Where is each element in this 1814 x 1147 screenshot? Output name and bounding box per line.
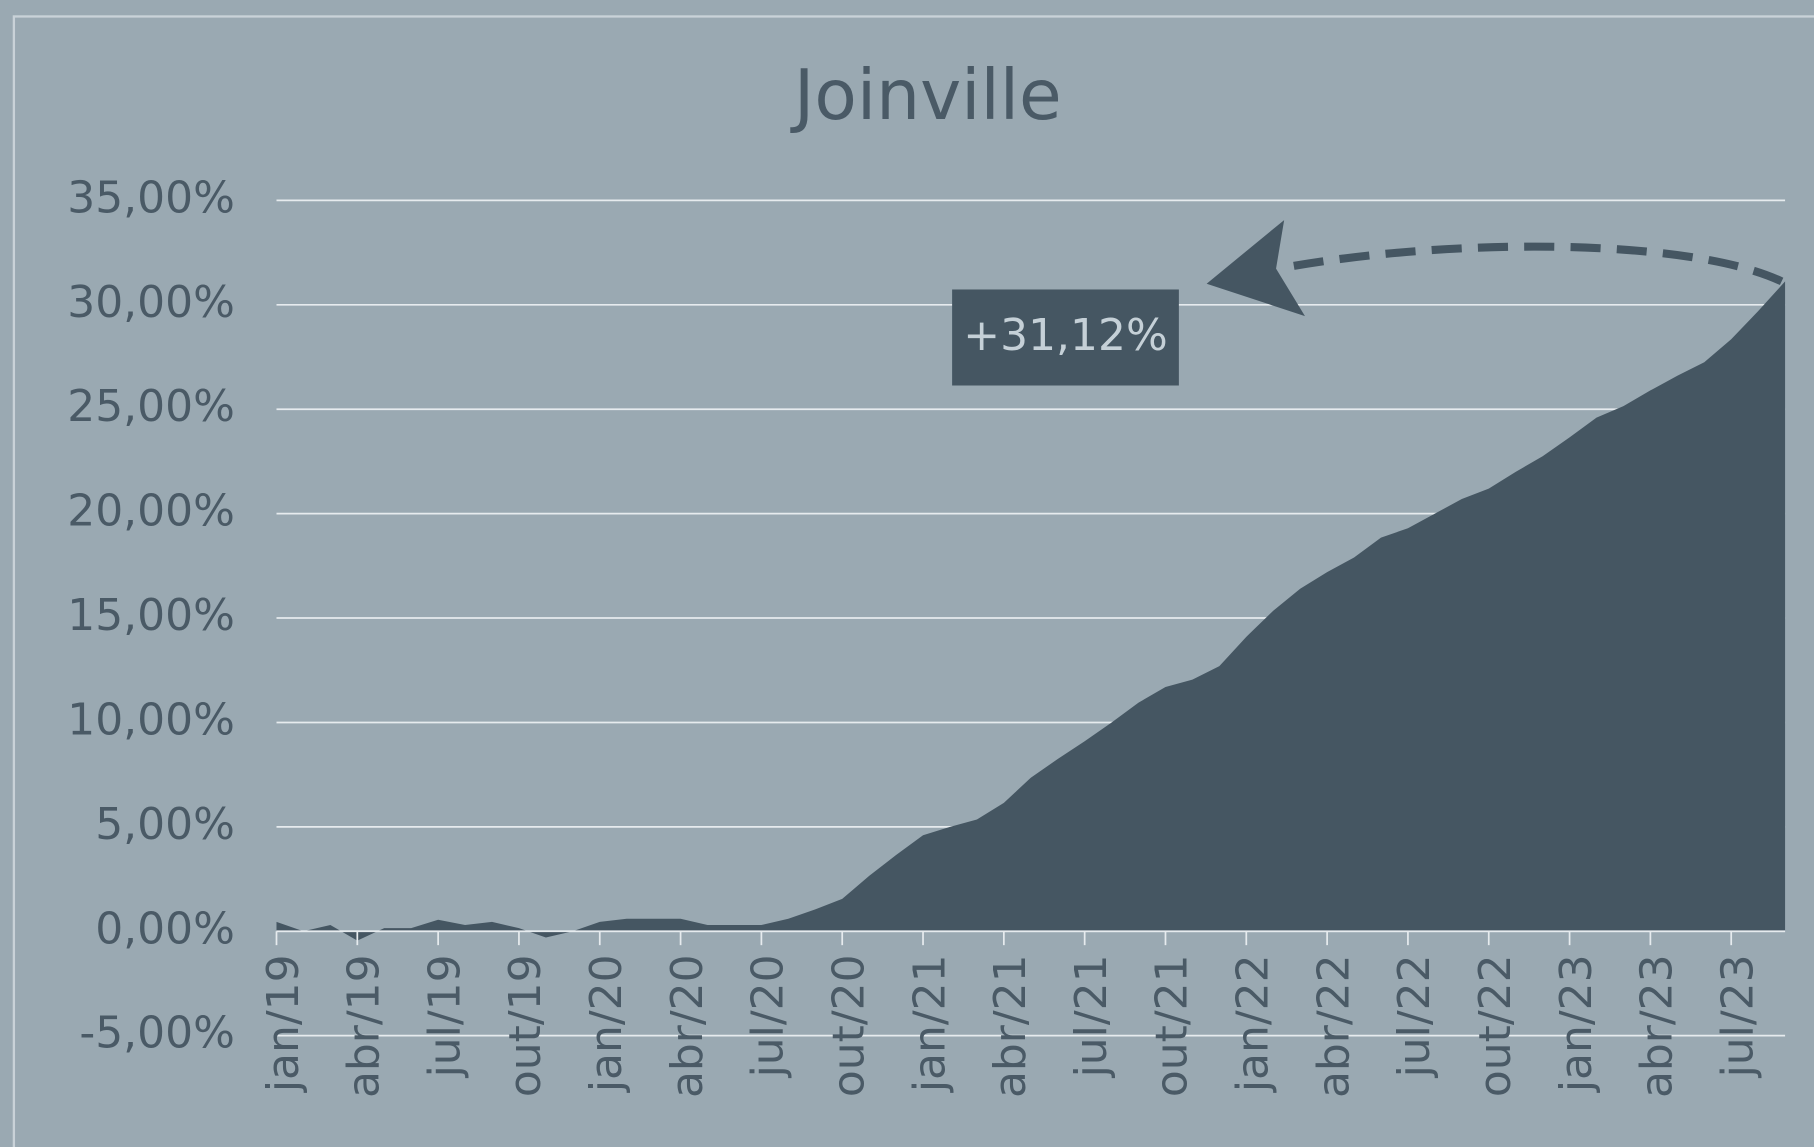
x-tick-label: jul/23 [1712, 954, 1763, 1078]
chart-title: Joinville [790, 56, 1062, 136]
x-tick-label: jul/21 [1066, 954, 1117, 1078]
y-tick-label: 15,00% [67, 590, 235, 641]
annotation-box [952, 289, 1179, 386]
y-tick-label: 35,00% [67, 172, 235, 223]
x-tick-label: jan/21 [904, 954, 955, 1093]
x-tick-label: abr/20 [662, 954, 713, 1098]
y-tick-label: -5,00% [79, 1008, 235, 1059]
x-tick-label: jan/20 [581, 954, 632, 1093]
y-tick-label: 25,00% [67, 381, 235, 432]
x-tick-label: jul/19 [419, 954, 470, 1078]
x-tick-label: out/19 [500, 954, 551, 1097]
x-tick-label: jul/22 [1389, 954, 1440, 1078]
x-tick-label: out/22 [1470, 954, 1521, 1097]
y-tick-label: 5,00% [95, 799, 235, 850]
y-tick-label: 0,00% [95, 903, 235, 954]
x-tick-label: abr/21 [985, 954, 1036, 1098]
y-tick-label: 10,00% [67, 694, 235, 745]
x-tick-label: jan/23 [1551, 954, 1602, 1093]
x-tick-label: jan/19 [258, 954, 309, 1093]
annotation-arrow-line [1277, 242, 1784, 286]
y-tick-label: 30,00% [67, 277, 235, 328]
x-tick-label: abr/23 [1632, 954, 1683, 1098]
plot-area: -5,00% 0,00% 5,00% 10,00% 15,00% 20,00% 25,00%… [67, 172, 1786, 1098]
annotation-arrow-head [1206, 220, 1305, 317]
x-tick-label: abr/22 [1308, 954, 1359, 1098]
annotation-label: +31,12% [963, 310, 1167, 361]
chart-frame [12, 15, 1814, 1147]
x-tick-label: out/20 [823, 954, 874, 1097]
annotation: +31,12% [952, 220, 1784, 386]
area [276, 281, 1786, 941]
x-tick-label: abr/19 [339, 954, 390, 1098]
y-tick-label: 20,00% [67, 486, 235, 537]
x-tick-label: out/21 [1147, 954, 1198, 1097]
x-tick-label: jan/22 [1228, 954, 1279, 1093]
x-tick-label: jul/20 [743, 954, 794, 1078]
